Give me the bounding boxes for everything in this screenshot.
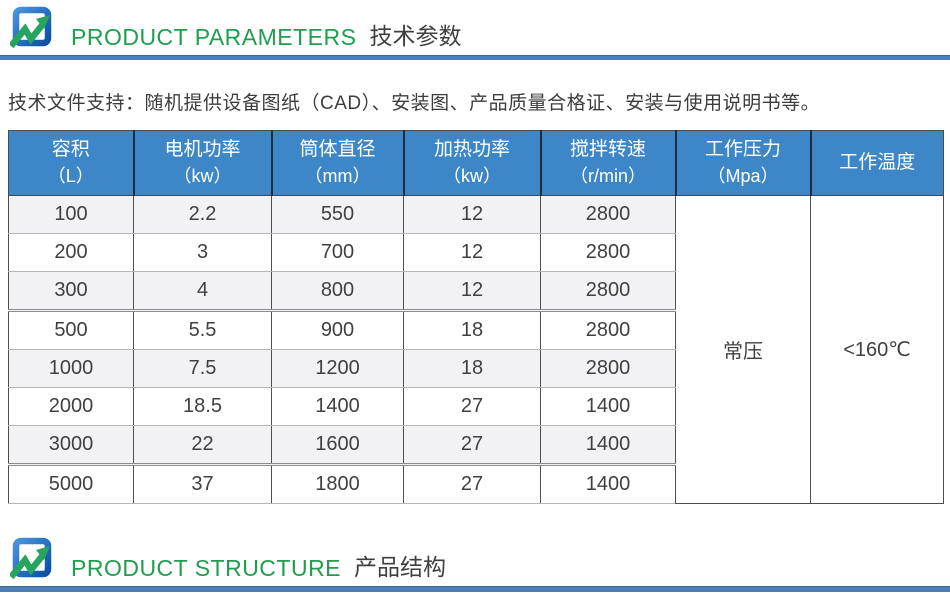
section-divider [0,55,950,60]
section-title-en: PRODUCT STRUCTURE [71,555,342,581]
table-row: 2000 18.5 1400 27 1400 [8,387,944,426]
column-header-unit: （Mpa） [707,166,779,186]
brand-logo-icon [10,6,52,49]
table-cell: 22 [133,425,272,466]
column-header-label: 筒体直径 [299,139,376,160]
table-cell: 27 [403,387,541,426]
table-cell: 700 [271,233,404,272]
table-row: 200 3 700 12 2800 [8,233,944,272]
table-cell: 1600 [271,425,404,466]
table-cell: 300 [8,271,134,312]
table-cell: 900 [271,310,404,350]
column-header-unit: （mm） [304,166,371,186]
section-divider [0,586,950,592]
brand-logo-icon [10,537,52,580]
section-header-structure: PRODUCT STRUCTURE 产品结构 [10,537,446,583]
table-cell: 5000 [8,464,134,504]
column-header-stirring-speed: 搅拌转速 （r/min） [540,130,677,196]
table-cell: 2.2 [133,195,272,234]
table-row: 5000 37 1800 27 1400 [8,464,944,504]
section-title-zh: 产品结构 [354,554,447,580]
table-cell: 27 [403,464,541,504]
section-title-zh: 技术参数 [369,23,462,49]
column-header-heating-power: 加热功率 （kw） [403,130,542,196]
table-cell: 27 [403,425,541,466]
table-cell: 7.5 [133,349,272,388]
table-cell: 500 [8,310,134,350]
column-header-label: 搅拌转速 [569,139,646,160]
merged-cell-pressure: 常压 [675,195,811,504]
column-header-label: 电机功率 [164,139,241,160]
table-cell: 12 [403,233,541,272]
column-header-capacity: 容积 （L） [8,130,135,196]
table-cell: 1400 [540,464,676,504]
table-cell: 1800 [271,464,404,504]
intro-text: 技术文件支持：随机提供设备图纸（CAD）、安装图、产品质量合格证、安装与使用说明… [8,93,821,114]
table-cell: 1400 [271,387,404,426]
table-cell: 18 [403,349,541,388]
table-cell: 100 [8,195,134,234]
column-header-label: 容积 [51,139,90,160]
column-header-label: 工作温度 [839,152,916,173]
table-cell: 4 [133,271,272,312]
column-header-unit: （r/min） [570,166,646,186]
column-header-motor-power: 电机功率 （kw） [133,130,273,196]
column-header-barrel-diameter: 筒体直径 （mm） [271,130,405,196]
table-cell: 18.5 [133,387,272,426]
table-cell: 1400 [540,387,676,426]
table-cell: 2800 [540,310,676,350]
table-cell: 1000 [8,349,134,388]
table-cell: 2800 [540,195,676,234]
table-cell: 1400 [540,425,676,466]
table-cell: 3000 [8,425,134,466]
table-cell: 550 [271,195,404,234]
spec-table: 容积 （L） 电机功率 （kw） 筒体直径 （mm） 加热功率 （kw） 搅拌转… [8,130,944,504]
table-cell: 2800 [540,233,676,272]
table-cell: 12 [403,271,541,312]
column-header-label: 工作压力 [704,139,781,160]
table-cell: 5.5 [133,310,272,350]
table-row: 500 5.5 900 18 2800 [8,310,944,350]
column-header-unit: （kw） [443,166,501,186]
table-header-row: 容积 （L） 电机功率 （kw） 筒体直径 （mm） 加热功率 （kw） 搅拌转… [8,130,944,196]
table-cell: 200 [8,233,134,272]
section-header-parameters: PRODUCT PARAMETERS 技术参数 [10,6,461,52]
table-cell: 37 [133,464,272,504]
column-header-working-temperature: 工作温度 [810,130,944,196]
table-cell: 2800 [540,271,676,312]
table-cell: 1200 [271,349,404,388]
section-title-en: PRODUCT PARAMETERS [71,24,357,50]
table-cell: 800 [271,271,404,312]
column-header-unit: （kw） [173,166,232,186]
column-header-unit: （L） [47,166,94,186]
table-row: 300 4 800 12 2800 [8,271,944,312]
table-row: 1000 7.5 1200 18 2800 [8,349,944,388]
column-header-label: 加热功率 [433,139,510,160]
table-cell: 12 [403,195,541,234]
table-cell: 18 [403,310,541,350]
table-cell: 2000 [8,387,134,426]
table-row: 3000 22 1600 27 1400 [8,425,944,466]
column-header-working-pressure: 工作压力 （Mpa） [675,130,812,196]
merged-cell-temperature: <160℃ [810,195,944,504]
table-cell: 2800 [540,349,676,388]
table-row: 100 2.2 550 12 2800 常压 <160℃ [8,195,944,504]
table-cell: 3 [133,233,272,272]
